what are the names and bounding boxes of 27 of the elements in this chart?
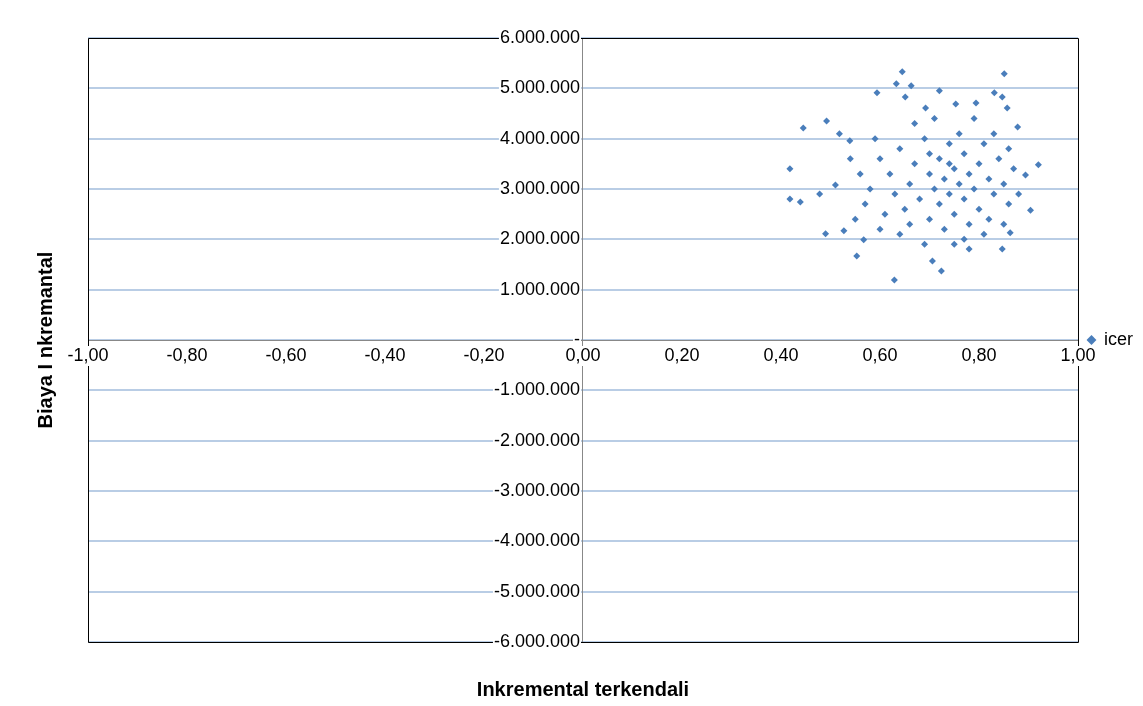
y-tick-label: -4.000.000 <box>493 530 580 551</box>
y-tick-label: 1.000.000 <box>499 278 580 299</box>
y-tick-label: - <box>574 328 580 349</box>
y-tick-label: 2.000.000 <box>499 228 580 249</box>
x-axis-title: Inkremental terkendali <box>476 677 690 700</box>
y-tick-label: -6.000.000 <box>493 630 580 651</box>
y-tick-label: 4.000.000 <box>499 127 580 148</box>
y-tick-label: 6.000.000 <box>499 26 580 47</box>
legend-label: icer <box>1104 328 1134 349</box>
x-tick-label: -0,80 <box>166 344 208 365</box>
x-tick-label: -0,40 <box>364 344 406 365</box>
x-tick-label: -0,60 <box>265 344 307 365</box>
y-tick-label: 3.000.000 <box>499 177 580 198</box>
x-tick-label: 0,80 <box>961 344 997 365</box>
y-tick-label: -3.000.000 <box>493 479 580 500</box>
x-tick-label: 0,60 <box>862 344 898 365</box>
y-axis-title: Biaya I nkremantal <box>33 251 56 429</box>
x-tick-label: -1,00 <box>67 344 109 365</box>
y-tick-label: 5.000.000 <box>499 77 580 98</box>
x-tick-label: 0,40 <box>763 344 799 365</box>
x-tick-label: 0,20 <box>664 344 700 365</box>
y-tick-label: -2.000.000 <box>493 429 580 450</box>
x-tick-label: -0,20 <box>463 344 505 365</box>
x-tick-label: 0,00 <box>565 344 601 365</box>
x-tick-label: 1,00 <box>1060 344 1096 365</box>
y-tick-label: -5.000.000 <box>493 580 580 601</box>
y-tick-label: -1.000.000 <box>493 379 580 400</box>
